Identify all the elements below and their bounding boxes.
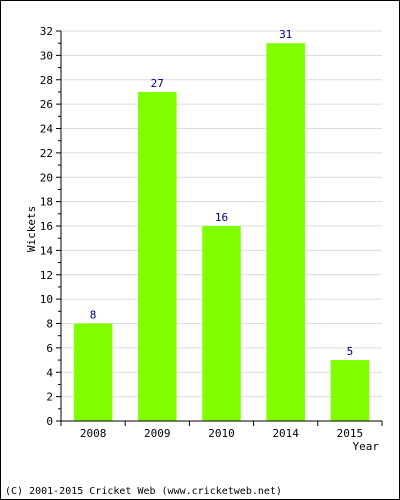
x-tick-label-2009: 2009 — [144, 427, 171, 440]
x-tick-label-2008: 2008 — [80, 427, 107, 440]
bar-2010 — [202, 226, 241, 421]
bar-2014 — [266, 43, 305, 421]
y-tick-label: 26 — [40, 98, 53, 111]
y-tick-label: 0 — [46, 415, 53, 428]
y-tick-label: 32 — [40, 25, 53, 38]
y-tick-label: 8 — [46, 318, 53, 331]
data-label-2008: 8 — [90, 309, 97, 322]
x-tick-label-2014: 2014 — [272, 427, 299, 440]
data-label-2015: 5 — [347, 345, 354, 358]
axes — [56, 30, 383, 426]
labels: 0246810121416182022242628303282008272009… — [40, 25, 363, 440]
data-label-2009: 27 — [151, 77, 164, 90]
y-tick-label: 4 — [46, 366, 53, 379]
x-tick-label-2010: 2010 — [208, 427, 235, 440]
y-tick-label: 20 — [40, 171, 53, 184]
bars — [73, 43, 370, 421]
bar-2015 — [330, 360, 370, 421]
x-tick-label-2015: 2015 — [337, 427, 364, 440]
data-label-2014: 31 — [279, 28, 292, 41]
data-label-2010: 16 — [215, 211, 228, 224]
y-tick-label: 12 — [40, 269, 53, 282]
y-tick-label: 24 — [40, 123, 54, 136]
y-axis-title: Wickets — [25, 206, 38, 252]
y-tick-label: 10 — [40, 293, 53, 306]
copyright-notice: (C) 2001-2015 Cricket Web (www.cricketwe… — [5, 486, 282, 497]
y-tick-label: 16 — [40, 220, 53, 233]
y-tick-label: 28 — [40, 74, 53, 87]
y-tick-label: 2 — [46, 391, 53, 404]
x-axis-title: Year — [353, 440, 380, 453]
y-tick-label: 14 — [40, 244, 54, 257]
y-tick-label: 30 — [40, 49, 53, 62]
bar-2009 — [138, 91, 177, 421]
bar-2008 — [73, 323, 113, 421]
y-tick-label: 6 — [46, 342, 53, 355]
y-tick-label: 22 — [40, 147, 53, 160]
y-tick-label: 18 — [40, 196, 53, 209]
